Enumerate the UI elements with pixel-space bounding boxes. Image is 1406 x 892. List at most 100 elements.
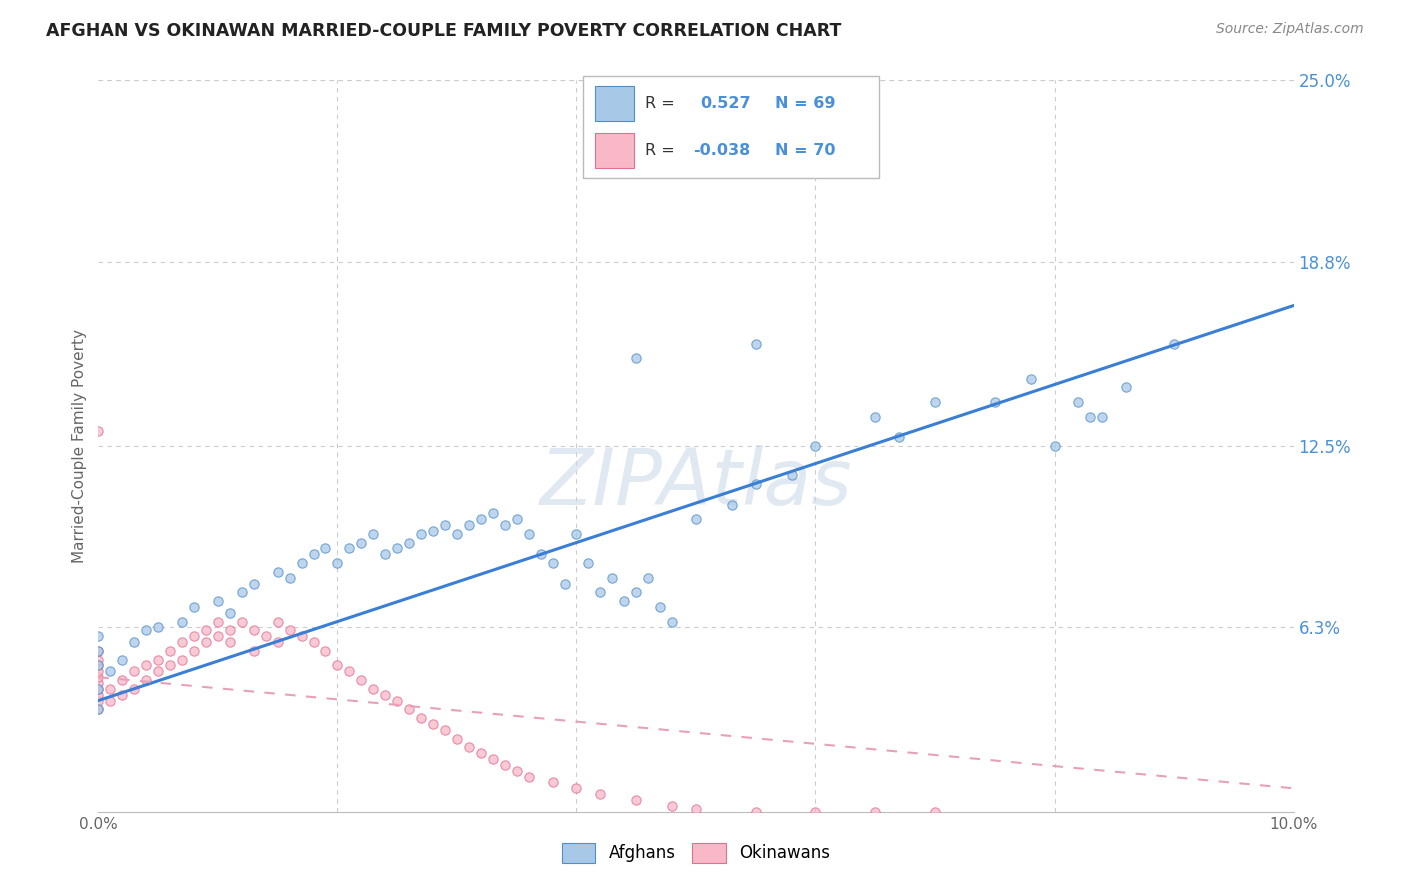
Point bbox=[87, 629, 110, 643]
Point bbox=[267, 565, 290, 579]
Point bbox=[385, 541, 409, 556]
Point bbox=[219, 635, 242, 649]
Text: N = 70: N = 70 bbox=[776, 144, 837, 158]
Point bbox=[411, 526, 433, 541]
Point bbox=[87, 693, 110, 707]
Point bbox=[374, 688, 396, 702]
Point bbox=[804, 805, 827, 819]
Point bbox=[172, 635, 194, 649]
Point bbox=[135, 658, 157, 673]
Point bbox=[685, 802, 707, 816]
Point bbox=[148, 652, 170, 666]
Point bbox=[315, 541, 337, 556]
Point bbox=[148, 665, 170, 679]
Point bbox=[721, 498, 744, 512]
Point bbox=[1067, 395, 1090, 409]
Text: R =: R = bbox=[645, 96, 675, 111]
Point bbox=[1080, 409, 1102, 424]
Point bbox=[1163, 336, 1185, 351]
Point bbox=[111, 688, 134, 702]
Y-axis label: Married-Couple Family Poverty: Married-Couple Family Poverty bbox=[72, 329, 87, 563]
Point bbox=[87, 425, 110, 439]
Point bbox=[1091, 409, 1114, 424]
Point bbox=[278, 624, 301, 638]
Point bbox=[470, 746, 492, 760]
Point bbox=[87, 670, 110, 684]
Point bbox=[434, 723, 457, 737]
Point bbox=[302, 547, 325, 561]
Point bbox=[626, 351, 648, 366]
Point bbox=[291, 629, 314, 643]
Point bbox=[422, 717, 444, 731]
Point bbox=[87, 658, 110, 673]
Point bbox=[87, 688, 110, 702]
Point bbox=[124, 635, 146, 649]
Point bbox=[482, 752, 505, 766]
Point bbox=[494, 518, 516, 533]
Point bbox=[207, 594, 229, 608]
Point bbox=[159, 658, 181, 673]
Point bbox=[135, 673, 157, 687]
Point bbox=[565, 526, 588, 541]
Point bbox=[254, 629, 277, 643]
Point bbox=[458, 518, 481, 533]
Point bbox=[589, 787, 612, 801]
Point bbox=[613, 594, 636, 608]
Point bbox=[243, 624, 266, 638]
Point bbox=[302, 635, 325, 649]
Point bbox=[745, 805, 768, 819]
Point bbox=[87, 652, 110, 666]
Point bbox=[183, 629, 205, 643]
Point bbox=[650, 599, 672, 614]
Point bbox=[278, 571, 301, 585]
Point bbox=[685, 512, 707, 526]
Point bbox=[195, 624, 218, 638]
FancyBboxPatch shape bbox=[595, 133, 634, 168]
Point bbox=[602, 571, 624, 585]
Text: Source: ZipAtlas.com: Source: ZipAtlas.com bbox=[1216, 22, 1364, 37]
Point bbox=[398, 535, 420, 549]
Point bbox=[87, 644, 110, 658]
Point bbox=[183, 599, 205, 614]
Point bbox=[626, 585, 648, 599]
Point bbox=[315, 644, 337, 658]
Point bbox=[578, 556, 600, 570]
Point bbox=[291, 556, 314, 570]
Point bbox=[87, 681, 110, 696]
Text: AFGHAN VS OKINAWAN MARRIED-COUPLE FAMILY POVERTY CORRELATION CHART: AFGHAN VS OKINAWAN MARRIED-COUPLE FAMILY… bbox=[46, 22, 842, 40]
Point bbox=[661, 798, 683, 813]
Point bbox=[87, 681, 110, 696]
Point bbox=[243, 644, 266, 658]
Point bbox=[506, 764, 529, 778]
Point bbox=[363, 681, 385, 696]
Point bbox=[326, 658, 349, 673]
Point bbox=[865, 409, 887, 424]
Point bbox=[172, 615, 194, 629]
Point bbox=[470, 512, 492, 526]
Point bbox=[434, 518, 457, 533]
Point bbox=[231, 585, 253, 599]
Point bbox=[374, 547, 396, 561]
Point bbox=[243, 576, 266, 591]
FancyBboxPatch shape bbox=[595, 87, 634, 121]
Point bbox=[267, 615, 290, 629]
Point bbox=[231, 615, 253, 629]
Point bbox=[87, 658, 110, 673]
Point bbox=[828, 161, 851, 175]
Point bbox=[745, 336, 768, 351]
Text: R =: R = bbox=[645, 144, 675, 158]
Point bbox=[924, 805, 946, 819]
Point bbox=[385, 693, 409, 707]
Point bbox=[517, 770, 540, 784]
Point bbox=[339, 541, 361, 556]
Text: N = 69: N = 69 bbox=[776, 96, 837, 111]
Point bbox=[135, 624, 157, 638]
Text: -0.038: -0.038 bbox=[693, 144, 749, 158]
Point bbox=[195, 635, 218, 649]
Point bbox=[219, 624, 242, 638]
Point bbox=[530, 547, 553, 561]
Point bbox=[924, 395, 946, 409]
Point bbox=[661, 615, 683, 629]
Point bbox=[87, 702, 110, 716]
Point bbox=[411, 711, 433, 725]
